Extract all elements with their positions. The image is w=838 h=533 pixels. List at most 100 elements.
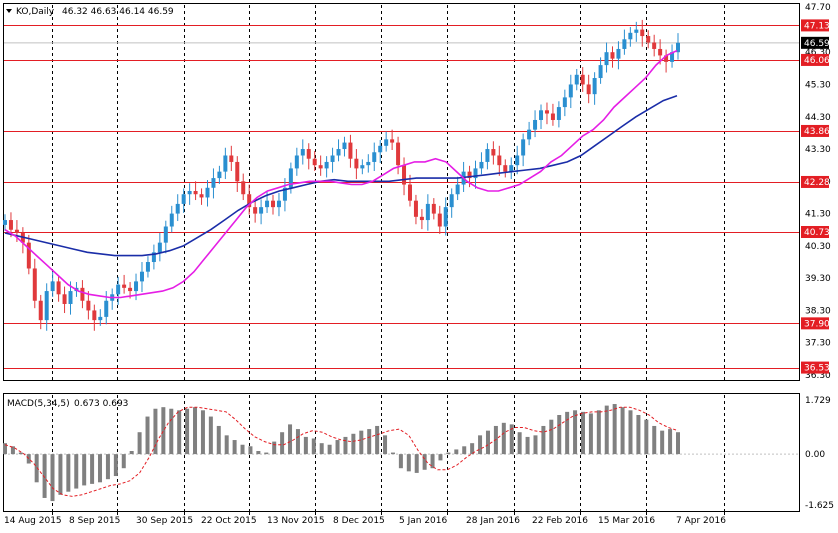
macd-histogram-bar <box>359 430 364 455</box>
candle-body <box>485 149 490 162</box>
candle-body <box>515 155 520 166</box>
candle-body <box>562 97 567 108</box>
candle-body <box>104 300 109 317</box>
macd-histogram-bar <box>3 443 7 455</box>
time-tick-label: 30 Sep 2015 <box>136 516 193 526</box>
candle-body <box>539 110 544 120</box>
candle-body <box>134 281 139 292</box>
symbol-menu-arrow-icon[interactable] <box>6 9 12 13</box>
ohlc-readout: 46.32 46.63 46.14 46.59 <box>62 7 174 17</box>
candle-body <box>175 203 180 214</box>
price-tick-label: 46.30 <box>805 48 831 58</box>
price-tick-label: 44.30 <box>805 113 831 123</box>
candle-body <box>473 168 478 179</box>
price-level-tag-label: 40.73 <box>804 228 830 238</box>
candle-body <box>241 181 246 195</box>
price-tick-label: 41.30 <box>805 210 831 220</box>
price-level-tag-label: 43.86 <box>804 127 830 137</box>
price-level-tag[interactable] <box>801 53 829 66</box>
candle-body <box>211 178 216 188</box>
macd-histogram-bar <box>485 430 490 455</box>
macd-histogram-bar <box>335 440 340 455</box>
candle-body <box>419 216 424 221</box>
time-tick-label: 14 Aug 2015 <box>4 516 62 526</box>
main-pane-border <box>3 3 800 381</box>
candle-body <box>282 187 287 201</box>
macd-histogram-bar <box>34 454 39 483</box>
candle-body <box>378 145 383 153</box>
candle-body <box>229 155 234 162</box>
macd-histogram-bar <box>58 454 63 495</box>
candle-body <box>431 203 436 214</box>
candle-body <box>169 213 174 227</box>
macd-histogram-bar <box>169 408 174 455</box>
candle-body <box>98 316 103 321</box>
candle-body <box>366 161 371 166</box>
macd-histogram-bar <box>200 410 205 455</box>
macd-histogram-bar <box>216 425 221 455</box>
price-tick-label: 43.30 <box>805 145 831 155</box>
price-level-tag[interactable] <box>801 317 829 330</box>
candle-body <box>139 271 144 282</box>
price-level-tag[interactable] <box>801 225 829 238</box>
candle-body <box>288 168 293 188</box>
candle-body <box>544 110 549 114</box>
candle-body <box>407 184 412 201</box>
macd-tick-label: -1.625 <box>805 501 834 511</box>
candle-body <box>616 48 621 59</box>
macd-histogram-bar <box>525 436 530 455</box>
horizontal-level-lines[interactable] <box>4 25 799 369</box>
time-tick-label: 5 Jan 2016 <box>399 516 447 526</box>
macd-histogram-bar <box>644 419 649 455</box>
macd-histogram-bar <box>668 429 673 455</box>
candle-body <box>348 142 353 159</box>
price-level-tag[interactable] <box>801 19 829 32</box>
macd-histogram-bar <box>161 407 166 455</box>
macd-histogram-bar <box>604 405 609 455</box>
candle-body <box>122 284 127 288</box>
candle-body <box>664 55 669 62</box>
macd-histogram-bar <box>588 413 593 455</box>
candle-body <box>580 74 585 85</box>
macd-histogram-bar <box>280 432 285 455</box>
macd-histogram-bar <box>121 454 126 469</box>
candle-body <box>128 287 133 292</box>
macd-histogram-bar <box>208 416 213 455</box>
current-price-tag <box>801 36 829 49</box>
candle-body <box>44 291 49 321</box>
candle-body <box>253 207 258 214</box>
price-level-tag[interactable] <box>801 124 829 137</box>
candle-body <box>223 155 228 172</box>
macd-label: MACD(5,34,5) <box>7 399 70 409</box>
candle-body <box>163 226 168 243</box>
macd-histogram-bar <box>303 436 308 455</box>
time-axis: 14 Aug 2015 8 Sep 2015 30 Sep 2015 22 Oct 2… <box>4 511 726 526</box>
time-tick-label: 28 Jan 2016 <box>466 516 520 526</box>
macd-histogram-bar <box>478 435 483 455</box>
macd-histogram-bar <box>565 411 570 455</box>
macd-histogram-bar <box>240 444 245 455</box>
candle-body <box>509 165 514 172</box>
candle-body <box>151 252 156 263</box>
macd-histogram-bar <box>422 454 427 470</box>
price-level-tag[interactable] <box>801 175 829 188</box>
price-level-tag-label: 42.28 <box>804 178 830 188</box>
macd-histogram-bar <box>90 454 95 484</box>
macd-histogram-bar <box>517 432 522 455</box>
macd-histogram-bar <box>129 450 134 455</box>
macd-histogram-bar <box>367 429 372 455</box>
macd-histogram-bar <box>652 425 657 455</box>
candle-body <box>259 207 264 214</box>
macd-histogram-bar <box>105 454 110 480</box>
macd-tick-label: 0.00 <box>805 450 825 460</box>
price-level-tag[interactable] <box>801 361 829 374</box>
macd-histogram-bar <box>232 440 237 455</box>
candle-body <box>68 291 73 304</box>
macd-histogram-bar <box>153 408 158 455</box>
macd-histogram-bar <box>430 454 435 469</box>
price-tick-label: 39.30 <box>805 274 831 284</box>
macd-histogram-bar <box>311 438 316 455</box>
